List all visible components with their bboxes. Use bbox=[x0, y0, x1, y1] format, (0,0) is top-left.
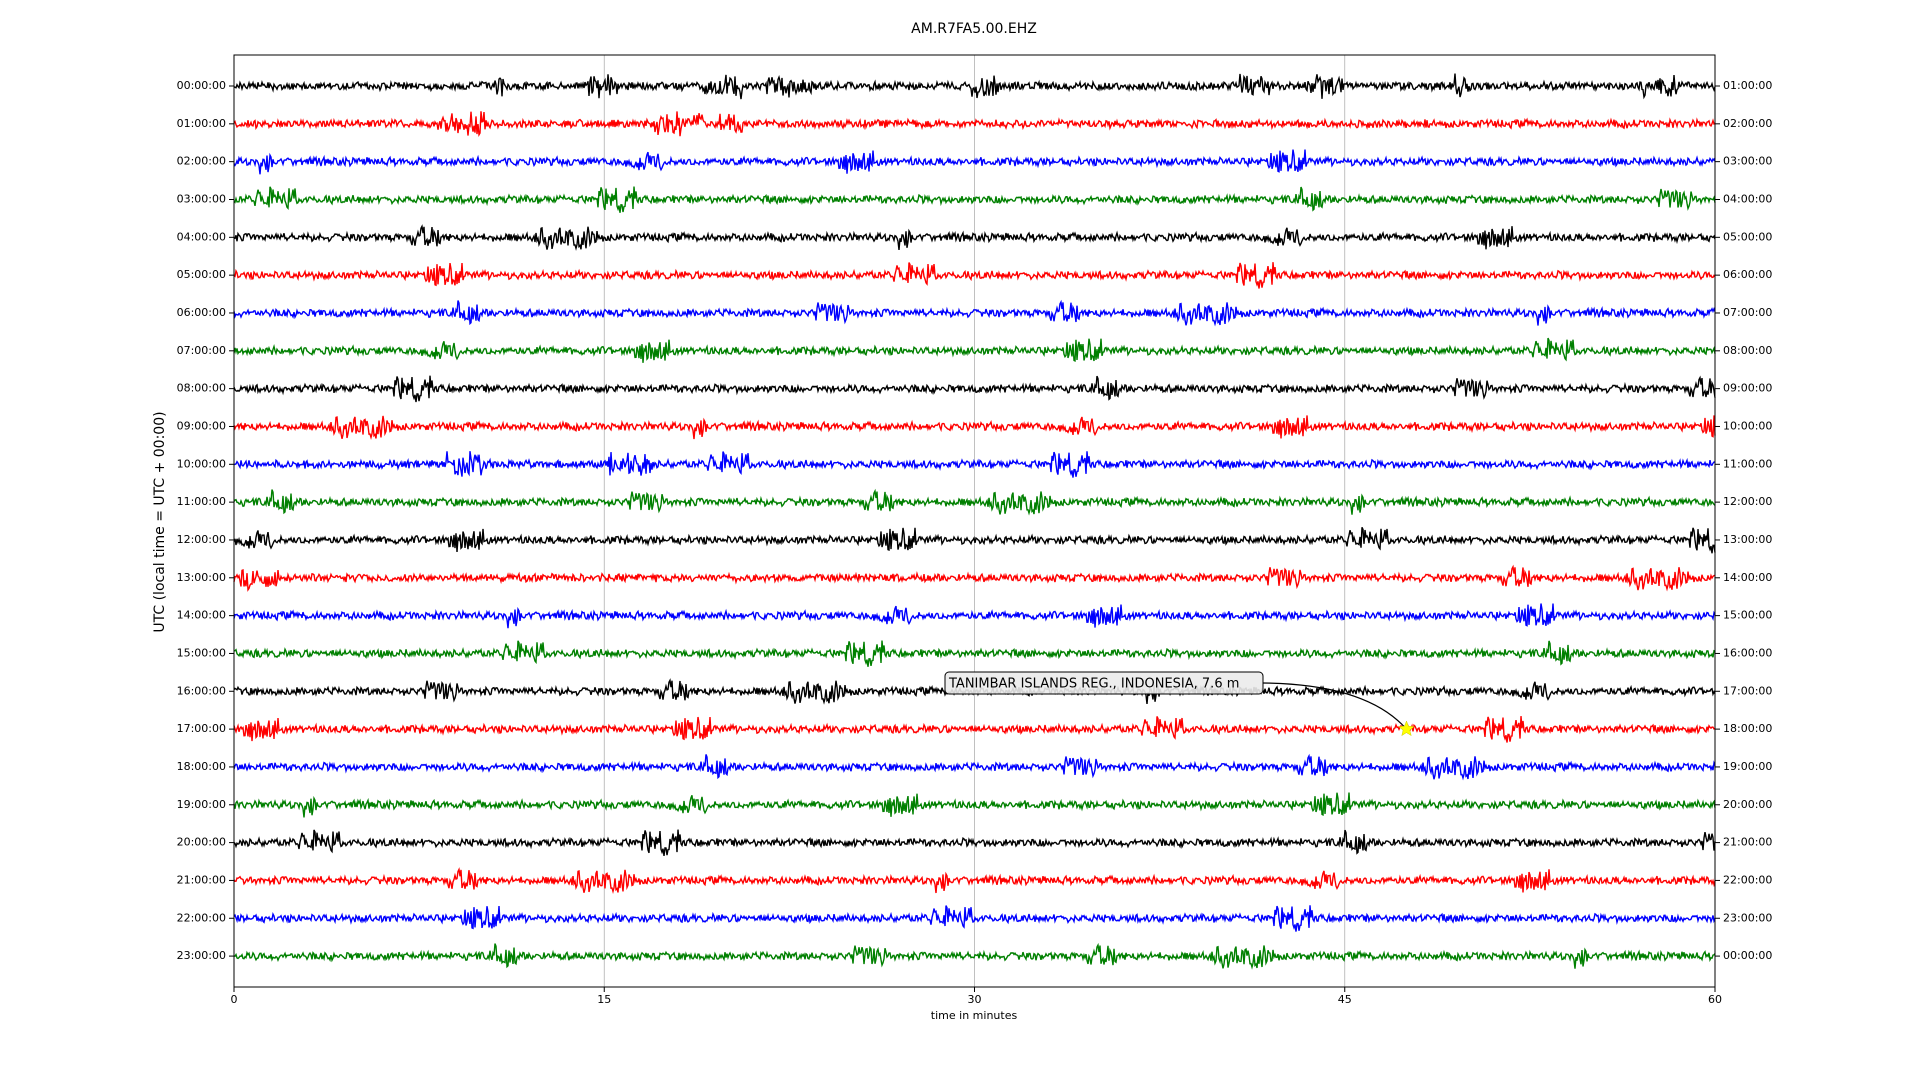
y-tick-label: 23:00:00 bbox=[177, 949, 226, 962]
y-tick-label-right: 15:00:00 bbox=[1723, 609, 1772, 622]
annotation-box bbox=[944, 671, 1264, 695]
y-tick-label-right: 17:00:00 bbox=[1723, 684, 1772, 697]
seismic-trace bbox=[233, 415, 1716, 440]
y-tick-label-right: 00:00:00 bbox=[1723, 949, 1772, 962]
y-tick-label-right: 18:00:00 bbox=[1723, 722, 1772, 735]
seismic-trace bbox=[233, 111, 1716, 138]
y-tick-label-right: 11:00:00 bbox=[1723, 457, 1772, 470]
seismic-trace bbox=[233, 716, 1716, 743]
y-tick-label-right: 08:00:00 bbox=[1723, 344, 1772, 357]
y-tick-label-right: 12:00:00 bbox=[1723, 495, 1772, 508]
y-tick-label: 06:00:00 bbox=[177, 306, 226, 319]
y-tick-label-right: 16:00:00 bbox=[1723, 646, 1772, 659]
x-tick-label: 30 bbox=[968, 993, 982, 1006]
y-tick-label: 00:00:00 bbox=[177, 79, 226, 92]
y-axis-label: UTC (local time = UTC + 00:00) bbox=[152, 411, 168, 632]
y-tick-label: 14:00:00 bbox=[177, 609, 226, 622]
chart-title: AM.R7FA5.00.EHZ bbox=[911, 21, 1037, 37]
y-tick-label: 09:00:00 bbox=[177, 419, 226, 432]
y-tick-label: 13:00:00 bbox=[177, 571, 226, 584]
y-tick-label: 11:00:00 bbox=[177, 495, 226, 508]
y-tick-label: 10:00:00 bbox=[177, 457, 226, 470]
y-tick-label: 07:00:00 bbox=[177, 344, 226, 357]
event-marker bbox=[1398, 720, 1415, 737]
seismic-trace bbox=[233, 603, 1716, 629]
seismic-trace bbox=[233, 942, 1716, 970]
x-tick-label: 15 bbox=[597, 993, 611, 1006]
y-tick-label-right: 05:00:00 bbox=[1723, 230, 1772, 243]
annotation-label: TANIMBAR ISLANDS REG., INDONESIA, 7.6 m bbox=[948, 677, 1239, 692]
y-tick-label-right: 06:00:00 bbox=[1723, 268, 1772, 281]
y-tick-label: 05:00:00 bbox=[177, 268, 226, 281]
seismic-trace bbox=[233, 73, 1716, 100]
y-tick-label-right: 01:00:00 bbox=[1723, 79, 1772, 92]
y-tick-label-right: 20:00:00 bbox=[1723, 798, 1772, 811]
annotation-arrow bbox=[1262, 682, 1407, 730]
y-tick-label: 01:00:00 bbox=[177, 117, 226, 130]
y-tick-label-right: 14:00:00 bbox=[1723, 571, 1772, 584]
seismic-trace bbox=[233, 905, 1716, 932]
y-tick-label-right: 07:00:00 bbox=[1723, 306, 1772, 319]
seismic-trace bbox=[233, 149, 1716, 175]
y-tick-label: 21:00:00 bbox=[177, 873, 226, 886]
x-tick-label: 60 bbox=[1708, 993, 1722, 1006]
x-tick-label: 45 bbox=[1338, 993, 1352, 1006]
y-tick-label: 02:00:00 bbox=[177, 155, 226, 168]
seismic-trace bbox=[233, 375, 1716, 403]
seismic-trace bbox=[233, 867, 1716, 894]
y-tick-label: 03:00:00 bbox=[177, 192, 226, 205]
seismic-trace bbox=[233, 640, 1716, 667]
y-tick-label-right: 04:00:00 bbox=[1723, 192, 1772, 205]
y-tick-label: 20:00:00 bbox=[177, 836, 226, 849]
seismic-trace bbox=[233, 262, 1716, 289]
y-tick-label: 04:00:00 bbox=[177, 230, 226, 243]
y-tick-label-right: 10:00:00 bbox=[1723, 419, 1772, 432]
y-tick-label: 22:00:00 bbox=[177, 911, 226, 924]
y-tick-label-right: 09:00:00 bbox=[1723, 382, 1772, 395]
x-axis-label: time in minutes bbox=[931, 1009, 1018, 1022]
x-tick-label: 0 bbox=[231, 993, 238, 1006]
y-tick-label-right: 21:00:00 bbox=[1723, 836, 1772, 849]
y-tick-label: 19:00:00 bbox=[177, 798, 226, 811]
y-tick-label-right: 13:00:00 bbox=[1723, 533, 1772, 546]
y-tick-label-right: 19:00:00 bbox=[1723, 760, 1772, 773]
seismic-trace bbox=[233, 451, 1716, 478]
y-tick-label: 17:00:00 bbox=[177, 722, 226, 735]
seismic-trace bbox=[233, 792, 1716, 818]
seismic-trace bbox=[233, 186, 1716, 213]
seismic-trace bbox=[233, 526, 1716, 554]
y-tick-label-right: 23:00:00 bbox=[1723, 911, 1772, 924]
seismic-trace bbox=[233, 753, 1716, 781]
seismic-trace bbox=[233, 299, 1716, 327]
y-tick-label: 18:00:00 bbox=[177, 760, 226, 773]
seismic-trace bbox=[233, 564, 1716, 592]
seismic-trace bbox=[233, 337, 1716, 363]
overlay: 0 15 30 45 60 00:00:00 01:00:00 01:00:00 02:00:0… bbox=[177, 79, 1773, 1006]
seismic-trace bbox=[233, 224, 1716, 251]
y-tick-label-right: 02:00:00 bbox=[1723, 117, 1772, 130]
y-tick-label-right: 22:00:00 bbox=[1723, 873, 1772, 886]
seismic-trace bbox=[233, 488, 1716, 516]
y-tick-label: 12:00:00 bbox=[177, 533, 226, 546]
y-tick-label-right: 03:00:00 bbox=[1723, 155, 1772, 168]
y-tick-label: 15:00:00 bbox=[177, 646, 226, 659]
y-tick-label: 16:00:00 bbox=[177, 684, 226, 697]
y-tick-label: 08:00:00 bbox=[177, 382, 226, 395]
seismic-trace bbox=[233, 829, 1716, 856]
